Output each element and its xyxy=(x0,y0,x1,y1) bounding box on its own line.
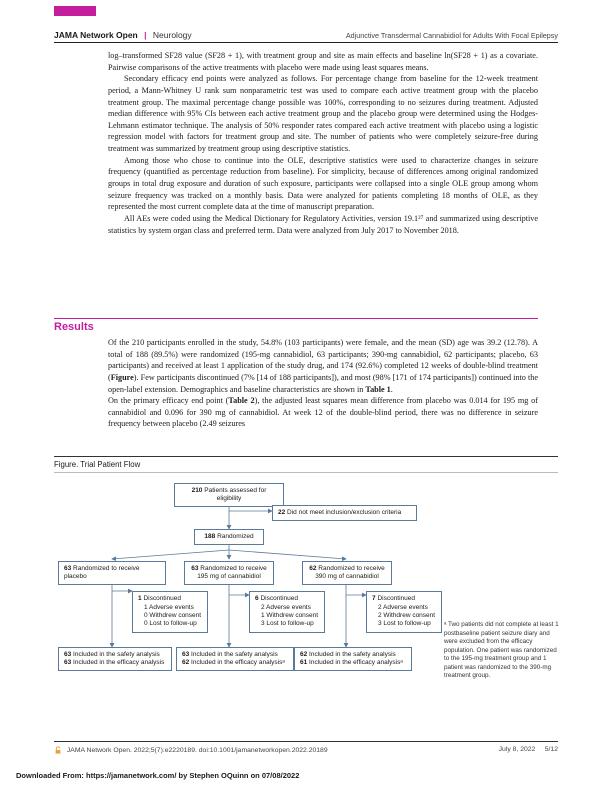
download-stamp: Downloaded From: https://jamanetwork.com… xyxy=(16,771,299,780)
paragraph: All AEs were coded using the Medical Dic… xyxy=(108,213,538,236)
flow-box-arm-disc: 6 Discontinued 2 Adverse events1 Withdre… xyxy=(249,591,325,633)
flowchart: 210 Patients assessed for eligibility 22… xyxy=(54,473,558,688)
page-footer: JAMA Network Open. 2022;5(7):e2220189. d… xyxy=(54,741,558,754)
flow-box-arm-rand: 63 Randomized to receive placebo xyxy=(58,561,166,585)
body-text: log–transformed SF28 value (SF28 + 1), w… xyxy=(108,50,538,236)
figure-footnote: ᵃ Two patients did not complete at least… xyxy=(444,621,559,681)
running-title: Adjunctive Transdermal Cannabidiol for A… xyxy=(346,31,558,40)
footer-date: July 8, 2022 xyxy=(499,746,536,753)
flow-box-arm-disc: 1 Discontinued 1 Adverse events0 Withdre… xyxy=(132,591,208,633)
results-title: Results xyxy=(54,321,538,333)
journal-section: Neurology xyxy=(153,30,192,40)
journal-name: JAMA Network Open xyxy=(54,30,138,40)
flow-box-arm-final: 62 Included in the safety analysis 61 In… xyxy=(294,647,412,671)
flow-box-arm-final: 63 Included in the safety analysis 62 In… xyxy=(176,647,294,671)
flow-box-arm-disc: 7 Discontinued 2 Adverse events2 Withdre… xyxy=(366,591,442,633)
flow-box-excluded: 22 Did not meet inclusion/exclusion crit… xyxy=(272,505,417,521)
results-text: Of the 210 participants enrolled in the … xyxy=(108,337,538,430)
header-separator: | xyxy=(144,30,146,40)
paragraph: Secondary efficacy end points were analy… xyxy=(108,73,538,154)
figure-block: Figure. Trial Patient Flow 210 Patients … xyxy=(54,456,558,688)
paragraph: Among those who chose to continue into t… xyxy=(108,155,538,213)
running-header: JAMA Network Open | Neurology Adjunctive… xyxy=(54,30,558,43)
flow-box-assessed: 210 Patients assessed for eligibility xyxy=(174,483,284,507)
flow-box-randomized: 188 Randomized xyxy=(194,529,264,545)
figure-title: Figure. Trial Patient Flow xyxy=(54,456,558,473)
paragraph: log–transformed SF28 value (SF28 + 1), w… xyxy=(108,50,538,73)
citation: JAMA Network Open. 2022;5(7):e2220189. d… xyxy=(67,747,328,754)
page-number: 5/12 xyxy=(545,746,558,753)
paragraph: Of the 210 participants enrolled in the … xyxy=(108,337,538,395)
flow-box-arm-rand: 63 Randomized to receive195 mg of cannab… xyxy=(184,561,274,585)
accent-bar xyxy=(54,6,96,16)
flow-box-arm-final: 63 Included in the safety analysis 63 In… xyxy=(58,647,172,671)
flow-box-arm-rand: 62 Randomized to receive390 mg of cannab… xyxy=(302,561,392,585)
results-heading: Results xyxy=(54,318,538,333)
paragraph: On the primary efficacy end point (Table… xyxy=(108,395,538,430)
open-access-icon xyxy=(54,746,62,754)
